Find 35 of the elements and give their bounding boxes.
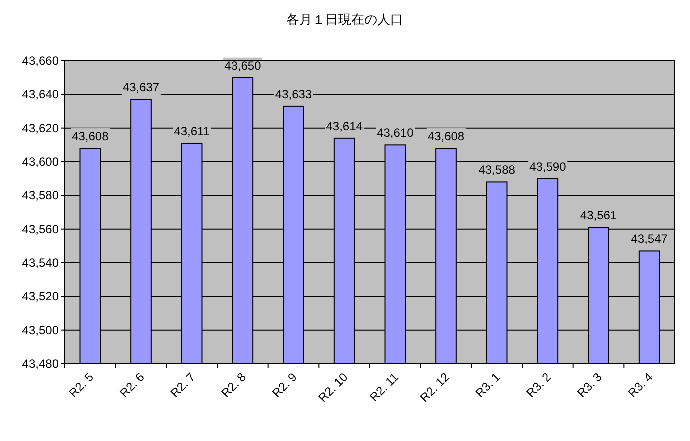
data-label: 43,608 <box>428 130 465 144</box>
x-tick-label: R3. 4 <box>626 370 656 400</box>
y-tick-label: 43,540 <box>22 256 60 270</box>
data-label: 43,547 <box>631 232 668 246</box>
y-tick-label: 43,660 <box>22 54 60 68</box>
x-tick-label: R2. 8 <box>218 370 250 400</box>
data-label: 43,610 <box>377 126 414 140</box>
x-tick-label: R3. 3 <box>574 370 606 400</box>
x-tick-label: R2. 9 <box>270 370 300 400</box>
data-label: 43,650 <box>224 58 262 73</box>
data-label: 43,608 <box>72 130 110 144</box>
y-tick-label: 43,620 <box>22 121 60 136</box>
data-label: 43,637 <box>122 80 160 95</box>
x-tick-label: R3. 2 <box>524 370 554 400</box>
data-label: 43,614 <box>326 119 364 134</box>
x-tick-label: R2. 6 <box>117 370 148 400</box>
y-tick-label: 43,600 <box>22 155 60 169</box>
data-label: 43,633 <box>275 87 312 102</box>
chart-title: 各月１日現在の人口 <box>286 12 404 27</box>
x-tick-label: R2. 5 <box>66 370 97 400</box>
data-label: 43,590 <box>530 160 567 174</box>
data-label: 43,561 <box>580 208 618 223</box>
y-tick-label: 43,520 <box>22 290 60 304</box>
data-label: 43,611 <box>174 124 210 138</box>
y-tick-label: 43,500 <box>22 323 60 338</box>
x-tick-label: R2. 10 <box>316 370 351 406</box>
y-tick-label: 43,640 <box>22 88 60 102</box>
x-tick-label: R2. 12 <box>417 370 453 406</box>
x-tick-label: R3. 1 <box>473 370 504 400</box>
x-tick-label: R2. 7 <box>168 370 198 400</box>
y-tick-label: 43,580 <box>22 188 60 203</box>
y-tick-label: 43,480 <box>22 357 60 371</box>
x-tick-label: R2. 11 <box>367 370 402 404</box>
data-label: 43,588 <box>478 163 516 178</box>
y-tick-label: 43,560 <box>22 222 60 236</box>
